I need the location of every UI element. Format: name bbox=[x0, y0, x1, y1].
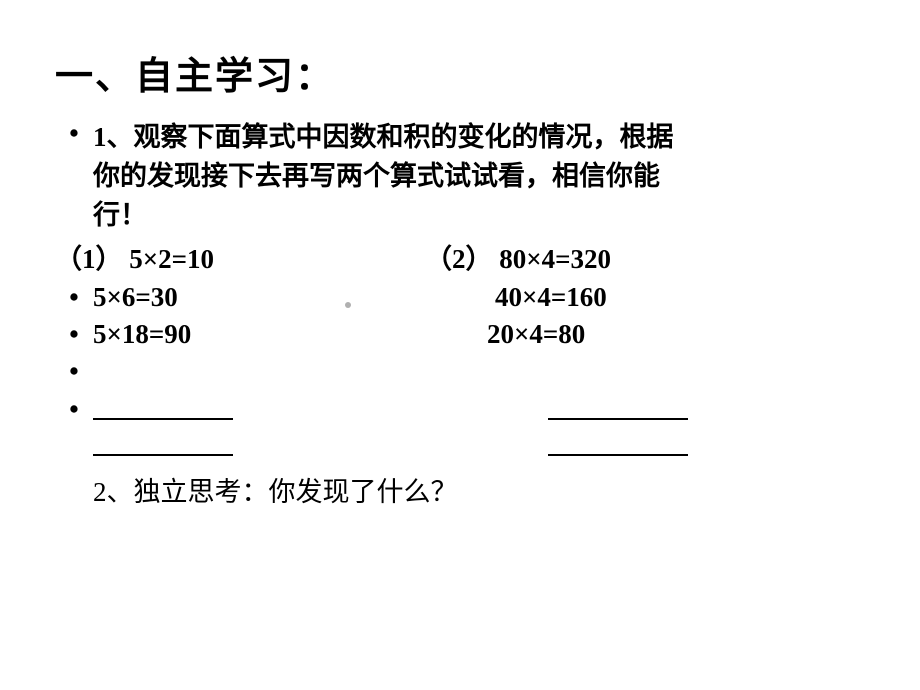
blank-line-1-left bbox=[93, 394, 238, 426]
eq2-right: 20×4=80 bbox=[445, 319, 845, 350]
q1-text-line1: 1、观察下面算式中因数和积的变化的情况，根据 bbox=[93, 118, 845, 157]
q1-row1: • 1、观察下面算式中因数和积的变化的情况，根据 bbox=[55, 118, 845, 157]
eq-row-1: • 5×6=30 40×4=160 bbox=[55, 282, 845, 313]
blank-line-2-right bbox=[548, 430, 693, 462]
bullet-dot: • bbox=[55, 394, 93, 426]
eq2-left: 5×18=90 bbox=[93, 319, 445, 350]
bullet-dot: • bbox=[55, 319, 93, 350]
blanks-row-2 bbox=[55, 430, 845, 462]
q1-text-line3: 行！ bbox=[55, 196, 845, 235]
bullet-dot: • bbox=[55, 118, 93, 149]
blanks-row-1: • bbox=[55, 394, 845, 426]
section-heading: 一、自主学习： bbox=[55, 45, 845, 100]
blank-line-2-left bbox=[93, 430, 238, 462]
group1-label: （1） 5×2=10 bbox=[55, 237, 425, 276]
blank-line-1-right bbox=[548, 394, 693, 426]
watermark-dot bbox=[345, 302, 351, 308]
group2-label: （2） 80×4=320 bbox=[425, 237, 845, 276]
question-2: 2、独立思考：你发现了什么？ bbox=[55, 470, 845, 509]
eq-row-2: • 5×18=90 20×4=80 bbox=[55, 319, 845, 350]
empty-bullet-row: • bbox=[55, 356, 845, 390]
q1-text-line2: 你的发现接下去再写两个算式试试看，相信你能 bbox=[55, 157, 845, 196]
eq1-left: 5×6=30 bbox=[93, 282, 445, 313]
bullet-dot: • bbox=[55, 356, 93, 387]
eq1-right: 40×4=160 bbox=[445, 282, 845, 313]
equation-group-labels: （1） 5×2=10 （2） 80×4=320 bbox=[55, 237, 845, 276]
bullet-dot: • bbox=[55, 282, 93, 313]
